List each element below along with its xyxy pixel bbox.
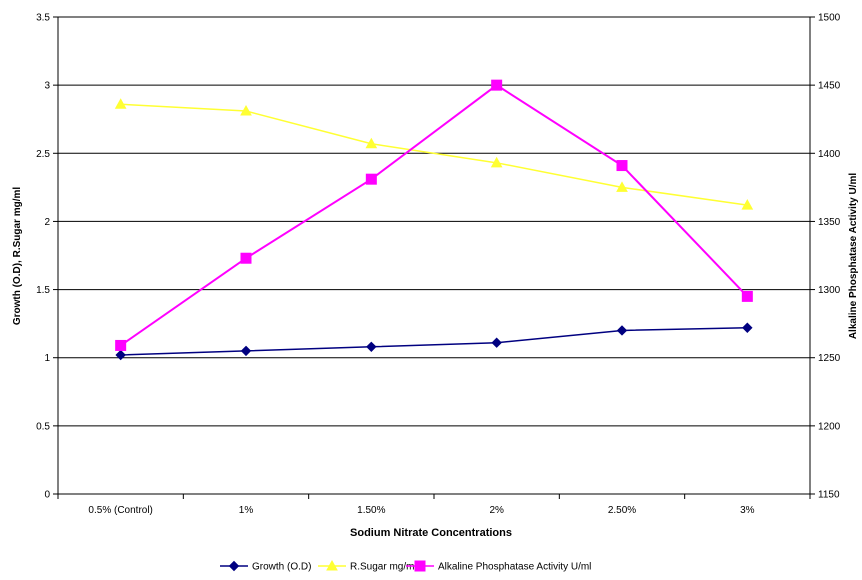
y-right-tick-label: 1350 [818,217,841,228]
y-left-tick-label: 0 [44,490,50,501]
series-0-point [240,345,252,357]
y-right-tick-label: 1300 [818,285,841,296]
series-1-point [240,105,252,116]
legend-marker-1 [326,559,338,571]
y-left-tick-label: 1.5 [36,285,50,296]
series-line-2 [120,83,749,347]
series-2-point [240,252,252,264]
y-left-tick-label: 2 [44,217,50,228]
y-right-tick-label: 1500 [818,13,841,24]
y-right-tick-label: 1400 [818,149,841,160]
series-1-point [616,181,628,192]
x-tick-label: 1% [239,505,254,516]
legend-marker-2 [414,560,426,572]
series-1-point [741,199,754,210]
grid-layer [58,16,810,495]
label-layer: Sodium Nitrate Concentrations Growth (O.… [12,173,859,539]
series-1-point [114,98,127,109]
series-0-point [366,341,377,353]
x-axis-title: Sodium Nitrate Concentrations [350,527,512,539]
y-left-tick-label: 2.5 [36,149,50,160]
y-right-tick-label: 1150 [818,490,840,501]
legend-marker-0 [228,560,240,572]
series-2-point [115,339,127,351]
series-layer [114,79,754,361]
y-right-tick-label: 1200 [818,421,841,432]
legend-label-0: Growth (O.D) [252,562,311,573]
legend-label-1: R.Sugar mg/ml [350,562,417,573]
series-1-point [490,156,503,168]
y-left-tick-label: 3.5 [36,13,50,24]
series-0-point [491,337,502,348]
y-right-tick-label: 1250 [818,353,841,364]
series-0-point [115,349,126,361]
series-2-point [491,79,503,91]
series-1-point [365,137,378,149]
x-tick-label: 2.50% [608,505,636,516]
x-tick-label: 3% [740,505,755,516]
y-left-tick-label: 0.5 [36,421,50,432]
series-line-1 [120,103,748,206]
x-tick-label: 2% [489,505,504,516]
y-left-tick-label: 3 [44,81,50,92]
x-tick-label: 0.5% (Control) [88,505,152,516]
x-tick-label: 1.50% [357,505,385,516]
series-2-point [365,173,377,185]
axis-layer: 0 0.5 1 1.5 2 2.5 3 3.5 1150 1200 1250 1300 1350 1400… [36,13,841,517]
series-0-point [616,325,628,336]
legend: Growth (O.D) R.Sugar mg/ml Alkaline Phosph… [220,559,591,573]
series-0-point [742,322,753,333]
y-left-tick-label: 1 [44,353,50,364]
series-2-point [741,290,753,302]
series-2-point [616,160,628,172]
legend-label-2: Alkaline Phosphatase Activity U/ml [438,562,591,573]
y-right-tick-label: 1450 [818,81,841,92]
y-axis-right-title: Alkaline Phosphatase Activity U/ml [848,173,859,340]
y-axis-left-title: Growth (O.D), R.Sugar mg/ml [12,187,23,326]
series-line-0 [120,326,748,356]
